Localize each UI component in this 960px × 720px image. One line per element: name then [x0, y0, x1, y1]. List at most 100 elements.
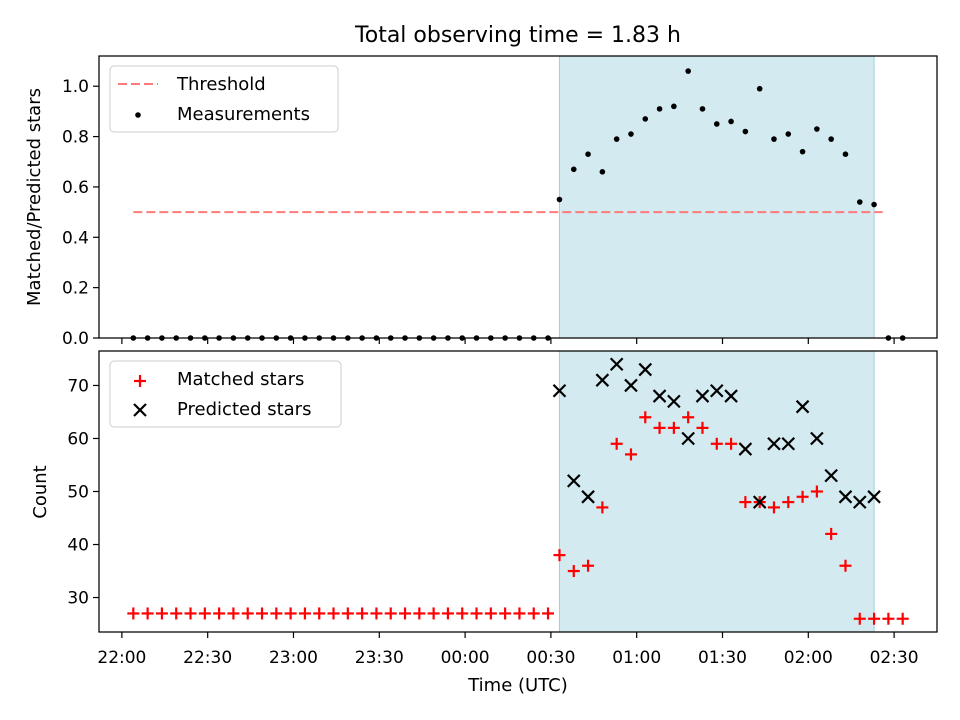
count-y-axis: 30 40 50 60 70: [67, 376, 99, 609]
matched-star-point: [227, 607, 240, 620]
predicted-star-point: [709, 383, 724, 398]
measurement-point: [728, 118, 734, 125]
count-marks: [127, 357, 909, 625]
matched-star-point: [298, 607, 311, 620]
matched-star-point: [399, 607, 412, 620]
matched-star-point: [896, 612, 909, 625]
measurement-point: [685, 68, 691, 74]
predicted-star-point: [752, 495, 767, 509]
measurement-point: [828, 136, 834, 142]
x-tick-label: 22:00: [97, 648, 146, 668]
predicted-star-point: [581, 490, 595, 504]
measurement-point: [699, 106, 706, 112]
matched-star-point: [710, 437, 723, 450]
measurement-point: [856, 199, 863, 205]
observing-window-shade: [558, 55, 875, 339]
matched-star-point: [170, 607, 183, 620]
matched-star-point: [384, 607, 397, 620]
x-tick-label: 01:30: [698, 648, 747, 668]
measurement-point: [871, 201, 877, 208]
count-x-axis: 22:00 22:30 23:00 23:30 00:00 00:30 01:00 01:30…: [97, 632, 919, 668]
predicted-star-point: [552, 383, 567, 398]
matched-star-point: [141, 607, 154, 620]
measurement-point: [756, 85, 763, 92]
count-y-axis-label: Count: [30, 465, 51, 518]
measurement-point: [556, 196, 563, 203]
measurement-point: [642, 116, 649, 122]
x-tick-label: 22:30: [183, 648, 232, 668]
predicted-star-point: [824, 468, 838, 483]
y-tick-label: 70: [67, 376, 89, 396]
matched-star-point: [456, 607, 469, 620]
matched-star-point: [370, 607, 383, 620]
legend-matched-swatch: [134, 375, 146, 387]
predicted-star-point: [595, 373, 610, 387]
predicted-star-point: [867, 490, 881, 504]
matched-star-point: [256, 607, 269, 620]
matched-star-point: [341, 607, 354, 620]
measurement-point: [799, 148, 806, 155]
matched-star-point: [868, 612, 881, 625]
measurement-point: [814, 126, 820, 132]
matched-star-point: [682, 411, 695, 424]
matched-star-point: [853, 612, 866, 625]
predicted-star-point: [681, 431, 695, 446]
predicted-star-point: [638, 362, 653, 377]
matched-star-point: [825, 527, 838, 540]
matched-star-point: [610, 437, 623, 450]
measurement-point: [842, 151, 849, 157]
matched-star-point: [725, 437, 738, 450]
predicted-star-point: [738, 442, 753, 456]
matched-star-point: [624, 448, 637, 461]
matched-star-point: [356, 607, 369, 620]
y-tick-label: 0.2: [62, 279, 89, 299]
x-tick-label: 02:30: [870, 648, 919, 668]
matched-star-point: [667, 421, 680, 434]
y-tick-label: 1.0: [62, 77, 89, 97]
predicted-star-point: [810, 431, 824, 446]
x-axis-label: Time (UTC): [467, 675, 568, 696]
measurement-point: [785, 131, 792, 137]
matched-star-point: [184, 607, 197, 620]
matched-star-point: [810, 485, 823, 498]
matched-star-point: [527, 607, 540, 620]
x-tick-label: 23:30: [355, 648, 404, 668]
matched-star-point: [470, 607, 483, 620]
y-tick-label: 0.0: [62, 329, 89, 349]
matched-star-point: [596, 501, 609, 514]
x-tick-label: 23:00: [269, 648, 318, 668]
matched-star-point: [567, 565, 580, 578]
matched-star-point: [313, 607, 326, 620]
ratio-y-axis: 0.0 0.2 0.4 0.6 0.8 1.0: [62, 77, 99, 349]
y-tick-label: 50: [67, 483, 89, 503]
matched-star-point: [767, 501, 780, 514]
matched-star-point: [413, 607, 426, 620]
predicted-star-point: [695, 389, 710, 403]
measurement-point: [713, 121, 720, 127]
predicted-star-point: [781, 437, 796, 451]
matched-star-point: [513, 607, 526, 620]
x-tick-label: 00:00: [441, 648, 490, 668]
x-tick-label: 02:00: [784, 648, 833, 668]
measurement-point: [628, 131, 634, 137]
chart-title: Total observing time = 1.83 h: [354, 23, 681, 48]
measurement-point: [742, 128, 749, 135]
predicted-star-point: [767, 437, 781, 451]
legend-predicted-swatch: [133, 403, 147, 417]
matched-star-point: [739, 496, 752, 509]
predicted-star-point: [667, 394, 681, 409]
matched-star-point: [213, 607, 226, 620]
x-tick-label: 01:00: [612, 648, 661, 668]
matched-star-point: [782, 496, 795, 509]
measurement-point: [599, 169, 606, 175]
legend-matched-label: Matched stars: [177, 369, 304, 390]
matched-star-point: [553, 549, 566, 562]
measurement-point: [613, 136, 620, 142]
legend-threshold-label: Threshold: [176, 74, 266, 95]
matched-star-point: [327, 607, 340, 620]
y-tick-label: 60: [67, 429, 89, 449]
matched-star-point: [155, 607, 168, 620]
matched-star-point: [198, 607, 211, 620]
matched-star-point: [653, 421, 666, 434]
matched-star-point: [582, 559, 595, 572]
